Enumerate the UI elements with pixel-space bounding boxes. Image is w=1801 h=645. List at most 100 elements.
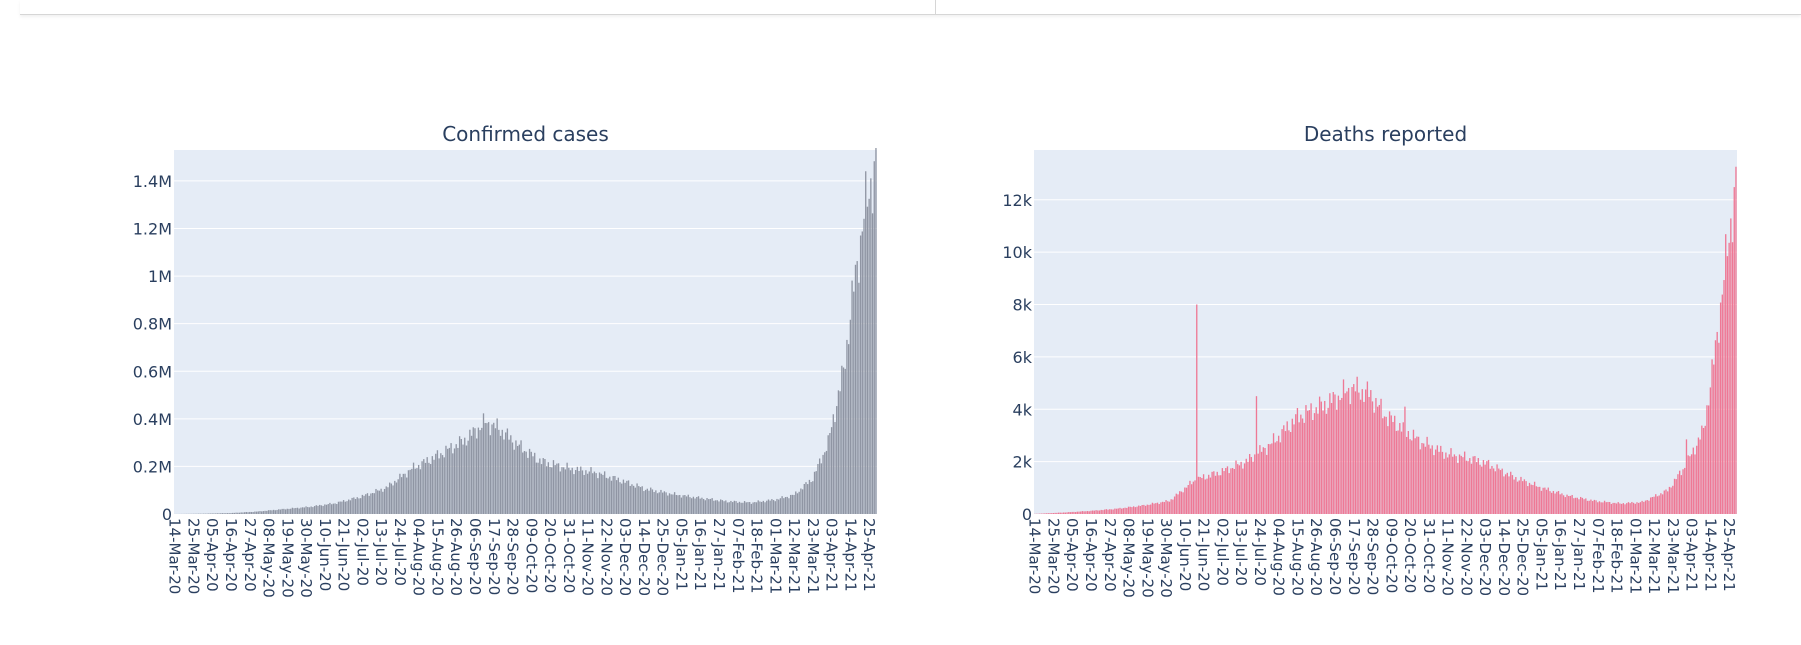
bar [1404,406,1406,514]
bar [837,390,840,514]
bar [836,406,838,514]
bar [1455,456,1457,514]
bar [1590,499,1592,514]
bar [1231,467,1234,514]
bar [1429,448,1432,514]
bar [767,499,770,514]
bar [1175,493,1177,514]
bar [672,494,674,514]
bar [264,510,266,514]
x-tick-label: 05-Apr-20 [203,518,221,592]
bar [1624,504,1626,514]
bar [1441,451,1444,514]
bar [1656,496,1659,514]
bar [644,489,647,514]
bar [585,470,587,514]
bar [1566,494,1568,514]
y-tick-label: 4k [1013,400,1033,419]
x-tick-label: 27-Apr-20 [241,518,259,592]
bar [232,512,234,514]
bar [1634,503,1636,514]
bar [1627,502,1630,514]
bar [447,448,449,514]
bar [1361,389,1363,514]
bar [723,501,725,514]
bar [1431,445,1433,514]
bar [1387,426,1389,514]
bar [1407,431,1410,514]
bar [1545,489,1548,514]
bar [1156,502,1159,514]
bar [1226,466,1229,514]
bar [1617,502,1619,514]
chart-title: Deaths reported [1304,122,1467,146]
bar [557,463,560,514]
bar [470,435,473,514]
bar [1725,234,1727,515]
bar [1259,445,1261,514]
bar [1682,469,1684,514]
bar [1513,479,1515,514]
bar [1076,511,1078,514]
bar [665,492,667,514]
bar [481,427,483,514]
bar [1542,487,1544,514]
bar [1697,437,1700,514]
bar [319,504,321,514]
x-tick-label: 22-Nov-20 [597,518,615,596]
bar [581,470,584,514]
bar [849,319,852,514]
bar [1122,508,1125,514]
bar [1172,499,1174,514]
bar [1266,454,1268,514]
bar [313,506,316,514]
bar [298,508,300,514]
bar [1097,510,1099,514]
x-tick-label: 21-Jun-20 [335,518,353,591]
bar [1605,502,1607,514]
bar [1651,497,1654,514]
bar [1300,414,1302,514]
x-tick-label: 13-Jul-20 [372,518,390,586]
bar [325,504,328,514]
bar [1544,487,1546,514]
x-tick-label: 11-Nov-20 [1439,518,1457,596]
bar [1486,461,1488,514]
bar [274,510,276,514]
bar [788,498,790,514]
bar [290,508,292,514]
y-tick-label: 1M [148,267,172,286]
x-tick-label: 03-Apr-21 [823,518,841,592]
x-tick-label: 30-May-20 [1157,518,1175,598]
x-tick-label: 03-Dec-20 [616,518,634,596]
bar [247,512,249,514]
bar [609,476,611,514]
bar [1707,405,1710,514]
bar [1127,506,1130,514]
bar [1479,464,1481,514]
x-tick-label: 19-May-20 [1138,518,1156,598]
bar [1532,485,1534,514]
bar [1399,423,1401,514]
bar [1279,442,1282,514]
bar [431,456,433,514]
bar [716,500,718,514]
bar [643,491,645,514]
bar [387,487,389,514]
bar [1339,400,1341,514]
bar [1298,422,1300,514]
bar [588,471,590,514]
bar [1428,444,1430,514]
bar [1185,487,1188,514]
bar [1670,487,1672,514]
bar [1262,447,1264,514]
bar [1105,509,1107,514]
bar [1465,460,1468,514]
bar [1274,442,1276,514]
bar [539,458,541,514]
bar [1117,508,1119,514]
bar [1063,512,1065,514]
bar [1177,494,1179,514]
bar [1557,490,1560,514]
